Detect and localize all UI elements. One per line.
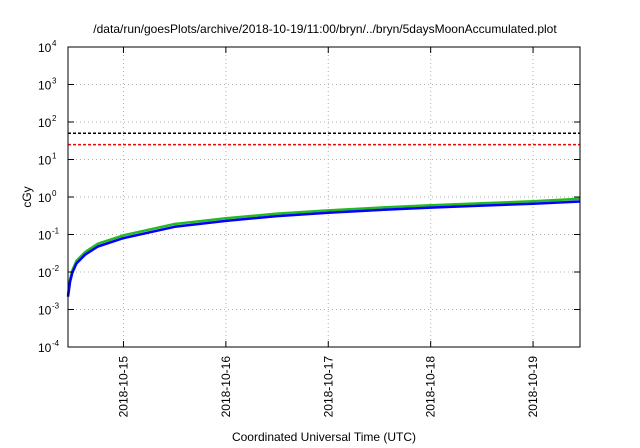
x-axis-label: Coordinated Universal Time (UTC) [232, 430, 416, 444]
y-tick-exponent: -3 [52, 302, 60, 311]
y-tick-label: 10 [38, 341, 52, 355]
y-axis-label: cGy [20, 186, 34, 207]
x-tick-label: 2018-10-16 [219, 356, 233, 418]
y-tick-label: 10 [38, 191, 52, 205]
x-tick-label: 2018-10-18 [424, 356, 438, 418]
y-tick-label: 10 [38, 229, 52, 243]
threshold-lines [68, 132, 580, 146]
y-tick-label: 10 [38, 154, 52, 168]
chart-title: /data/run/goesPlots/archive/2018-10-19/1… [93, 22, 557, 36]
x-axis-ticks: 2018-10-15 2018-10-16 2018-10-17 2018-10-18… [116, 47, 540, 417]
y-tick-label: 10 [38, 79, 52, 93]
y-tick-label: 10 [38, 116, 52, 130]
series-lines [66, 197, 581, 297]
y-tick-exponent: 0 [52, 189, 57, 198]
grid [68, 47, 580, 347]
x-tick-label: 2018-10-17 [321, 356, 335, 418]
y-tick-exponent: 3 [52, 77, 57, 86]
y-tick-label: 10 [38, 41, 52, 55]
y-tick-exponent: -1 [52, 227, 60, 236]
y-tick-exponent: 4 [52, 39, 57, 48]
x-tick-label: 2018-10-19 [526, 356, 540, 418]
y-tick-exponent: 1 [52, 152, 57, 161]
series-line [66, 200, 581, 297]
y-tick-exponent: 2 [52, 114, 57, 123]
y-tick-exponent: -4 [52, 339, 60, 348]
y-tick-label: 10 [38, 266, 52, 280]
y-tick-exponent: -2 [52, 264, 60, 273]
y-tick-label: 10 [38, 304, 52, 318]
x-tick-label: 2018-10-15 [116, 356, 130, 418]
